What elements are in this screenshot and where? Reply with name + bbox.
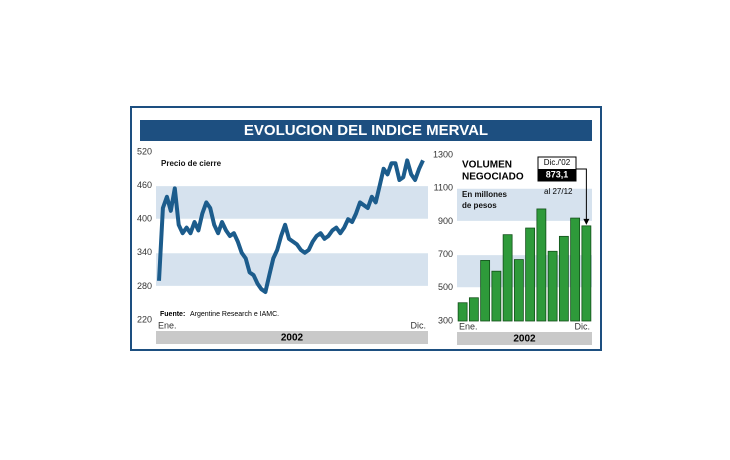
y-tick-label: 1300 — [433, 149, 453, 159]
annotation-arrow — [576, 168, 587, 222]
y-tick-label: 900 — [438, 216, 453, 226]
grid-band — [156, 252, 428, 287]
arrow-head — [583, 218, 590, 225]
plot-area — [457, 155, 592, 321]
period-bar — [156, 331, 428, 344]
bar — [491, 270, 502, 322]
bar — [513, 259, 524, 322]
y-tick-label: 280 — [137, 281, 152, 291]
bar — [536, 208, 547, 322]
series-label: Precio de cierre — [161, 159, 222, 168]
price-line — [157, 158, 425, 294]
bar — [502, 234, 513, 322]
y-tick-label: 520 — [137, 146, 152, 156]
title-line: NEGOCIADO — [462, 172, 524, 183]
bar — [480, 260, 491, 322]
y-tick-label: 300 — [438, 315, 453, 325]
grid-band — [457, 188, 592, 222]
y-tick-label: 220 — [137, 314, 152, 324]
annotation: Dic./'02 — [544, 158, 571, 167]
bar — [468, 297, 479, 322]
y-tick-label: 400 — [137, 214, 152, 224]
value-label: 873,1 — [546, 169, 569, 179]
y-tick-label: 460 — [137, 180, 152, 190]
source: Argentine Research e IAMC. — [190, 311, 279, 318]
grid-band — [156, 185, 428, 220]
chart-title: EVOLUCION DEL INDICE MERVAL — [244, 122, 488, 139]
x-tick-label: Dic. — [411, 320, 427, 330]
subtitle-line: de pesos — [462, 201, 497, 210]
bar — [547, 250, 558, 322]
source-label: Fuente: — [160, 311, 185, 318]
bar — [525, 227, 536, 322]
bar — [581, 225, 592, 322]
period-label: 2002 — [281, 333, 304, 344]
subtitle-line: En millones — [462, 190, 507, 199]
y-tick-label: 1100 — [434, 183, 453, 193]
bar — [570, 217, 581, 322]
period-label: 2002 — [513, 334, 536, 345]
grid-band — [457, 254, 592, 288]
plot-area — [156, 152, 428, 320]
period-bar — [457, 332, 592, 345]
y-tick-label: 500 — [438, 282, 453, 292]
bar — [558, 235, 569, 322]
annotation-note: al 27/12 — [544, 187, 573, 196]
bar — [457, 302, 468, 322]
y-tick-label: 340 — [137, 247, 152, 257]
title-bar — [140, 120, 592, 141]
x-tick-label: Ene. — [459, 321, 478, 331]
y-tick-label: 700 — [438, 249, 453, 259]
title-line: VOLUMEN — [462, 160, 512, 171]
x-tick-label: Dic. — [575, 321, 591, 331]
annotation-value-bg — [538, 169, 576, 181]
x-tick-label: Ene. — [158, 320, 177, 330]
